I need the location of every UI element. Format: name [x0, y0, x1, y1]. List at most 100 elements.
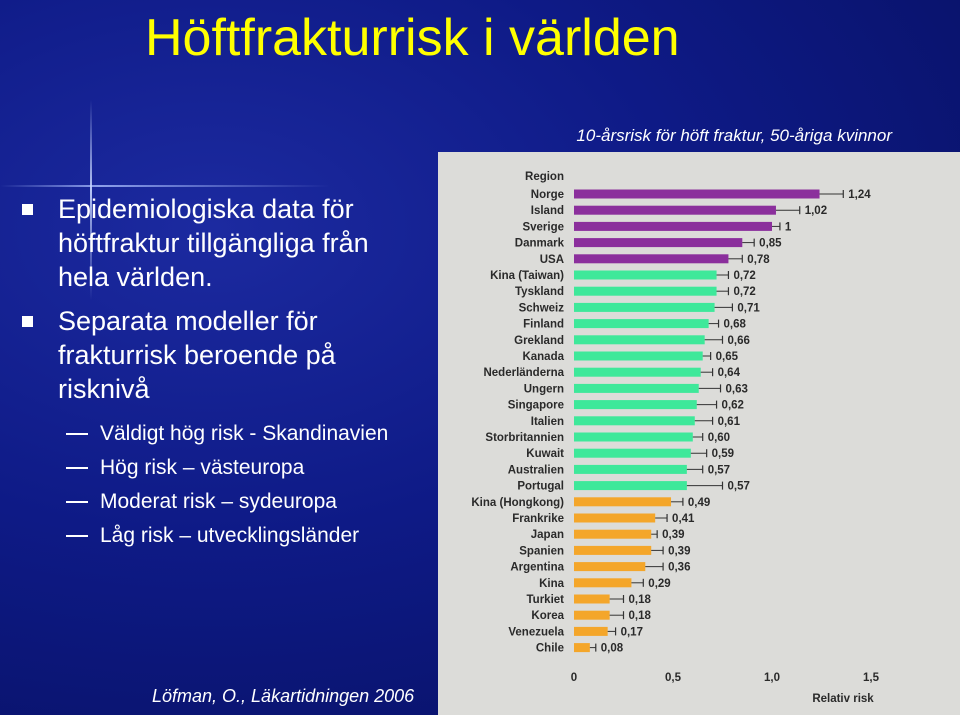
bar	[574, 464, 687, 474]
chart-row: Tyskland 0,72	[515, 286, 756, 298]
chart-row: Kuwait 0,59	[526, 448, 734, 460]
sub-bullet-item: Moderat risk – sydeuropa	[18, 488, 418, 515]
bar	[574, 286, 717, 296]
decorative-glow-horizontal	[0, 185, 330, 187]
chart-row: Japan 0,39	[531, 529, 685, 541]
value-label: 0,66	[728, 335, 750, 347]
region-label: Argentina	[510, 562, 564, 574]
chart-row: Venezuela 0,17	[508, 626, 643, 638]
x-tick-label: 1,5	[863, 672, 880, 684]
value-label: 0,65	[716, 351, 739, 363]
bullet-list: Epidemiologiska data för höftfraktur til…	[18, 192, 418, 556]
chart-row: Argentina 0,36	[510, 562, 690, 574]
bar	[574, 545, 652, 555]
value-label: 0,18	[629, 594, 652, 606]
bar	[574, 432, 693, 442]
bar	[574, 254, 729, 264]
bar	[574, 481, 687, 491]
bar	[574, 497, 672, 507]
bullet-text: Separata modeller för frakturrisk beroen…	[58, 306, 336, 404]
region-label: Storbritannien	[485, 432, 564, 444]
value-label: 0,59	[712, 448, 734, 460]
chart-row: Spanien 0,39	[519, 545, 690, 557]
x-axis-label: Relativ risk	[812, 693, 874, 705]
region-header: Region	[525, 171, 564, 183]
dash-bullet-icon	[66, 433, 88, 435]
chart-row: Italien 0,61	[531, 416, 741, 428]
value-label: 0,64	[718, 367, 741, 379]
value-label: 0,78	[747, 254, 770, 266]
bullet-item: Epidemiologiska data för höftfraktur til…	[18, 192, 418, 294]
value-label: 0,68	[724, 319, 747, 331]
square-bullet-icon	[22, 204, 33, 215]
region-label: Australien	[508, 464, 564, 476]
bar	[574, 529, 652, 539]
value-label: 1	[785, 221, 792, 233]
bullet-item: Separata modeller för frakturrisk beroen…	[18, 304, 418, 406]
bar	[574, 205, 776, 215]
value-label: 0,57	[728, 481, 750, 493]
x-tick-label: 0	[571, 672, 577, 684]
region-label: Norge	[531, 189, 564, 201]
value-label: 1,24	[848, 189, 871, 201]
value-label: 0,29	[648, 578, 670, 590]
chart-row: Danmark 0,85	[515, 238, 782, 250]
region-label: Chile	[536, 643, 564, 655]
chart-row: Schweiz 0,71	[519, 302, 761, 314]
bar	[574, 319, 709, 329]
chart-row: Ungern 0,63	[524, 383, 748, 395]
value-label: 0,63	[726, 383, 748, 395]
bar	[574, 238, 743, 248]
dash-bullet-icon	[66, 535, 88, 537]
chart-row: Kanada 0,65	[522, 351, 738, 363]
bar	[574, 400, 697, 410]
region-label: USA	[540, 254, 564, 266]
bar	[574, 221, 772, 231]
sub-bullet-list: Väldigt hög risk - Skandinavien Hög risk…	[18, 420, 418, 549]
chart-row: Kina 0,29	[539, 578, 671, 590]
bar	[574, 270, 717, 280]
value-label: 0,18	[629, 610, 652, 622]
x-tick-label: 0,5	[665, 672, 682, 684]
bar	[574, 594, 610, 604]
value-label: 0,17	[621, 626, 643, 638]
source-citation: Löfman, O., Läkartidningen 2006	[152, 686, 415, 706]
chart-rows: Norge 1,24 Island 1,02 Sverige 1 Danmark 0,85 US…	[471, 189, 871, 655]
value-label: 0,71	[737, 302, 760, 314]
value-label: 0,60	[708, 432, 730, 444]
bar	[574, 189, 820, 199]
region-label: Venezuela	[508, 626, 564, 638]
bar	[574, 513, 656, 523]
region-label: Kanada	[522, 351, 564, 363]
value-label: 0,62	[722, 400, 744, 412]
sub-bullet-text: Väldigt hög risk - Skandinavien	[100, 422, 389, 445]
region-label: Italien	[531, 416, 564, 428]
value-label: 0,41	[672, 513, 695, 525]
chart-row: Turkiet 0,18	[527, 594, 652, 606]
chart-row: Portugal 0,57	[517, 481, 750, 493]
value-label: 0,08	[601, 643, 624, 655]
region-label: Tyskland	[515, 286, 564, 298]
region-label: Kina (Taiwan)	[490, 270, 564, 282]
region-label: Finland	[523, 319, 564, 331]
bar	[574, 643, 590, 653]
region-label: Danmark	[515, 238, 565, 250]
region-label: Nederländerna	[483, 367, 564, 379]
region-label: Frankrike	[512, 513, 564, 525]
dash-bullet-icon	[66, 467, 88, 469]
chart-row: Island 1,02	[531, 205, 827, 217]
chart-row: Frankrike 0,41	[512, 513, 695, 525]
region-label: Kuwait	[526, 448, 564, 460]
value-label: 0,39	[662, 529, 684, 541]
bar	[574, 578, 632, 588]
region-label: Turkiet	[527, 594, 565, 606]
bullet-text: Epidemiologiska data för höftfraktur til…	[58, 194, 369, 292]
chart-row: Kina (Hongkong) 0,49	[471, 497, 710, 509]
chart-row: Kina (Taiwan) 0,72	[490, 270, 756, 282]
chart-row: Norge 1,24	[531, 189, 872, 201]
x-tick-label: 1,0	[764, 672, 780, 684]
chart-row: Storbritannien 0,60	[485, 432, 730, 444]
bar	[574, 416, 695, 426]
value-label: 0,36	[668, 562, 690, 574]
